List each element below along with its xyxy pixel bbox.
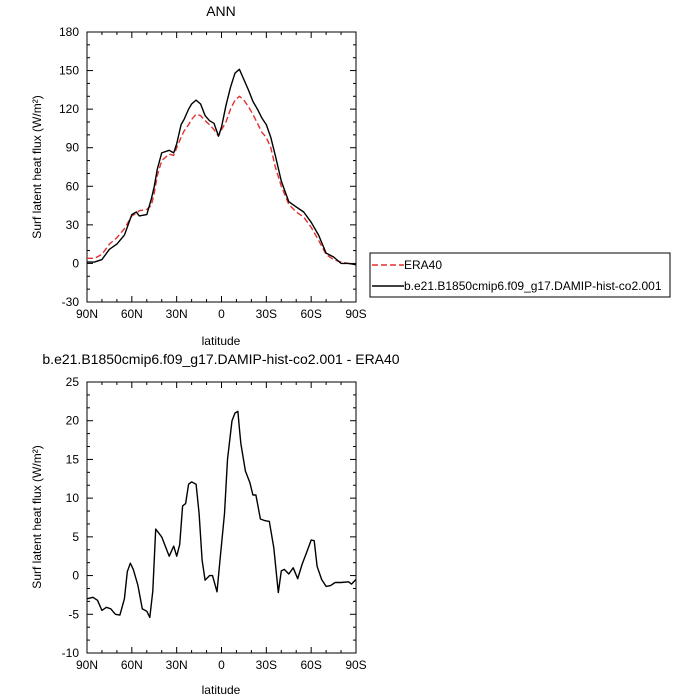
y-tick-label-top: 150	[59, 64, 79, 78]
y-tick-label-top: 90	[66, 141, 80, 155]
x-tick-label-diff: 30N	[166, 658, 188, 672]
x-tick-label-top: 90S	[345, 307, 366, 321]
chart-title-diff: b.e21.B1850cmip6.f09_g17.DAMIP-hist-co2.…	[42, 351, 399, 367]
y-tick-label-diff: -10	[62, 646, 80, 660]
x-tick-label-diff: 90S	[345, 658, 366, 672]
top-panel: ANN -30 0 30 60 90 120 150 180 90N 60N 30N 0 30S 60S 9…	[30, 3, 671, 348]
y-tick-label-diff: -5	[68, 607, 79, 621]
series-line-top-1	[87, 68, 357, 266]
y-tick-label-top: 120	[59, 102, 79, 116]
plot-frame	[86, 31, 357, 303]
x-tick-label-diff: 90N	[76, 658, 98, 672]
y-tick-label-diff: 5	[72, 530, 79, 544]
x-tick-label-top: 0	[218, 307, 225, 321]
y-tick-label-diff: 15	[66, 452, 80, 466]
x-tick-label-top: 60S	[300, 307, 321, 321]
y-axis-label-diff: Surf latent heat flux (W/m²)	[30, 445, 44, 588]
legend-label-era40: ERA40	[404, 258, 442, 272]
y-tick-label-top: -30	[62, 295, 80, 309]
x-tick-label-diff: 60N	[121, 658, 143, 672]
y-axis-label: Surf latent heat flux (W/m²)	[30, 95, 44, 238]
x-tick-label-top: 90N	[76, 307, 98, 321]
x-tick-label-top: 30N	[166, 307, 188, 321]
y-tick-label-diff: 10	[66, 491, 80, 505]
y-tick-label-diff: 20	[66, 414, 80, 428]
x-tick-label-diff: 0	[218, 658, 225, 672]
series-line-top-0	[87, 95, 357, 266]
y-tick-label-diff: 25	[66, 375, 80, 389]
legend-box	[369, 252, 671, 298]
y-tick-label-diff: 0	[72, 569, 79, 583]
plot-frame-diff	[86, 381, 357, 654]
series-line-diff-0	[86, 410, 357, 619]
y-tick-label-top: 30	[66, 218, 80, 232]
y-tick-label-top: 180	[59, 25, 79, 39]
legend-label-model: b.e21.B1850cmip6.f09_g17.DAMIP-hist-co2.…	[404, 279, 662, 293]
y-tick-label-top: 0	[72, 256, 79, 270]
x-axis-label-diff: latitude	[202, 683, 241, 697]
legend: ERA40 b.e21.B1850cmip6.f09_g17.DAMIP-his…	[369, 252, 671, 298]
chart-title: ANN	[206, 3, 236, 19]
y-tick-label-top: 60	[66, 179, 80, 193]
x-axis-label: latitude	[202, 334, 241, 348]
bottom-panel: b.e21.B1850cmip6.f09_g17.DAMIP-hist-co2.…	[30, 351, 400, 697]
x-tick-label-diff: 30S	[256, 658, 277, 672]
x-tick-label-diff: 60S	[300, 658, 321, 672]
x-tick-label-top: 60N	[121, 307, 143, 321]
x-tick-label-top: 30S	[256, 307, 277, 321]
